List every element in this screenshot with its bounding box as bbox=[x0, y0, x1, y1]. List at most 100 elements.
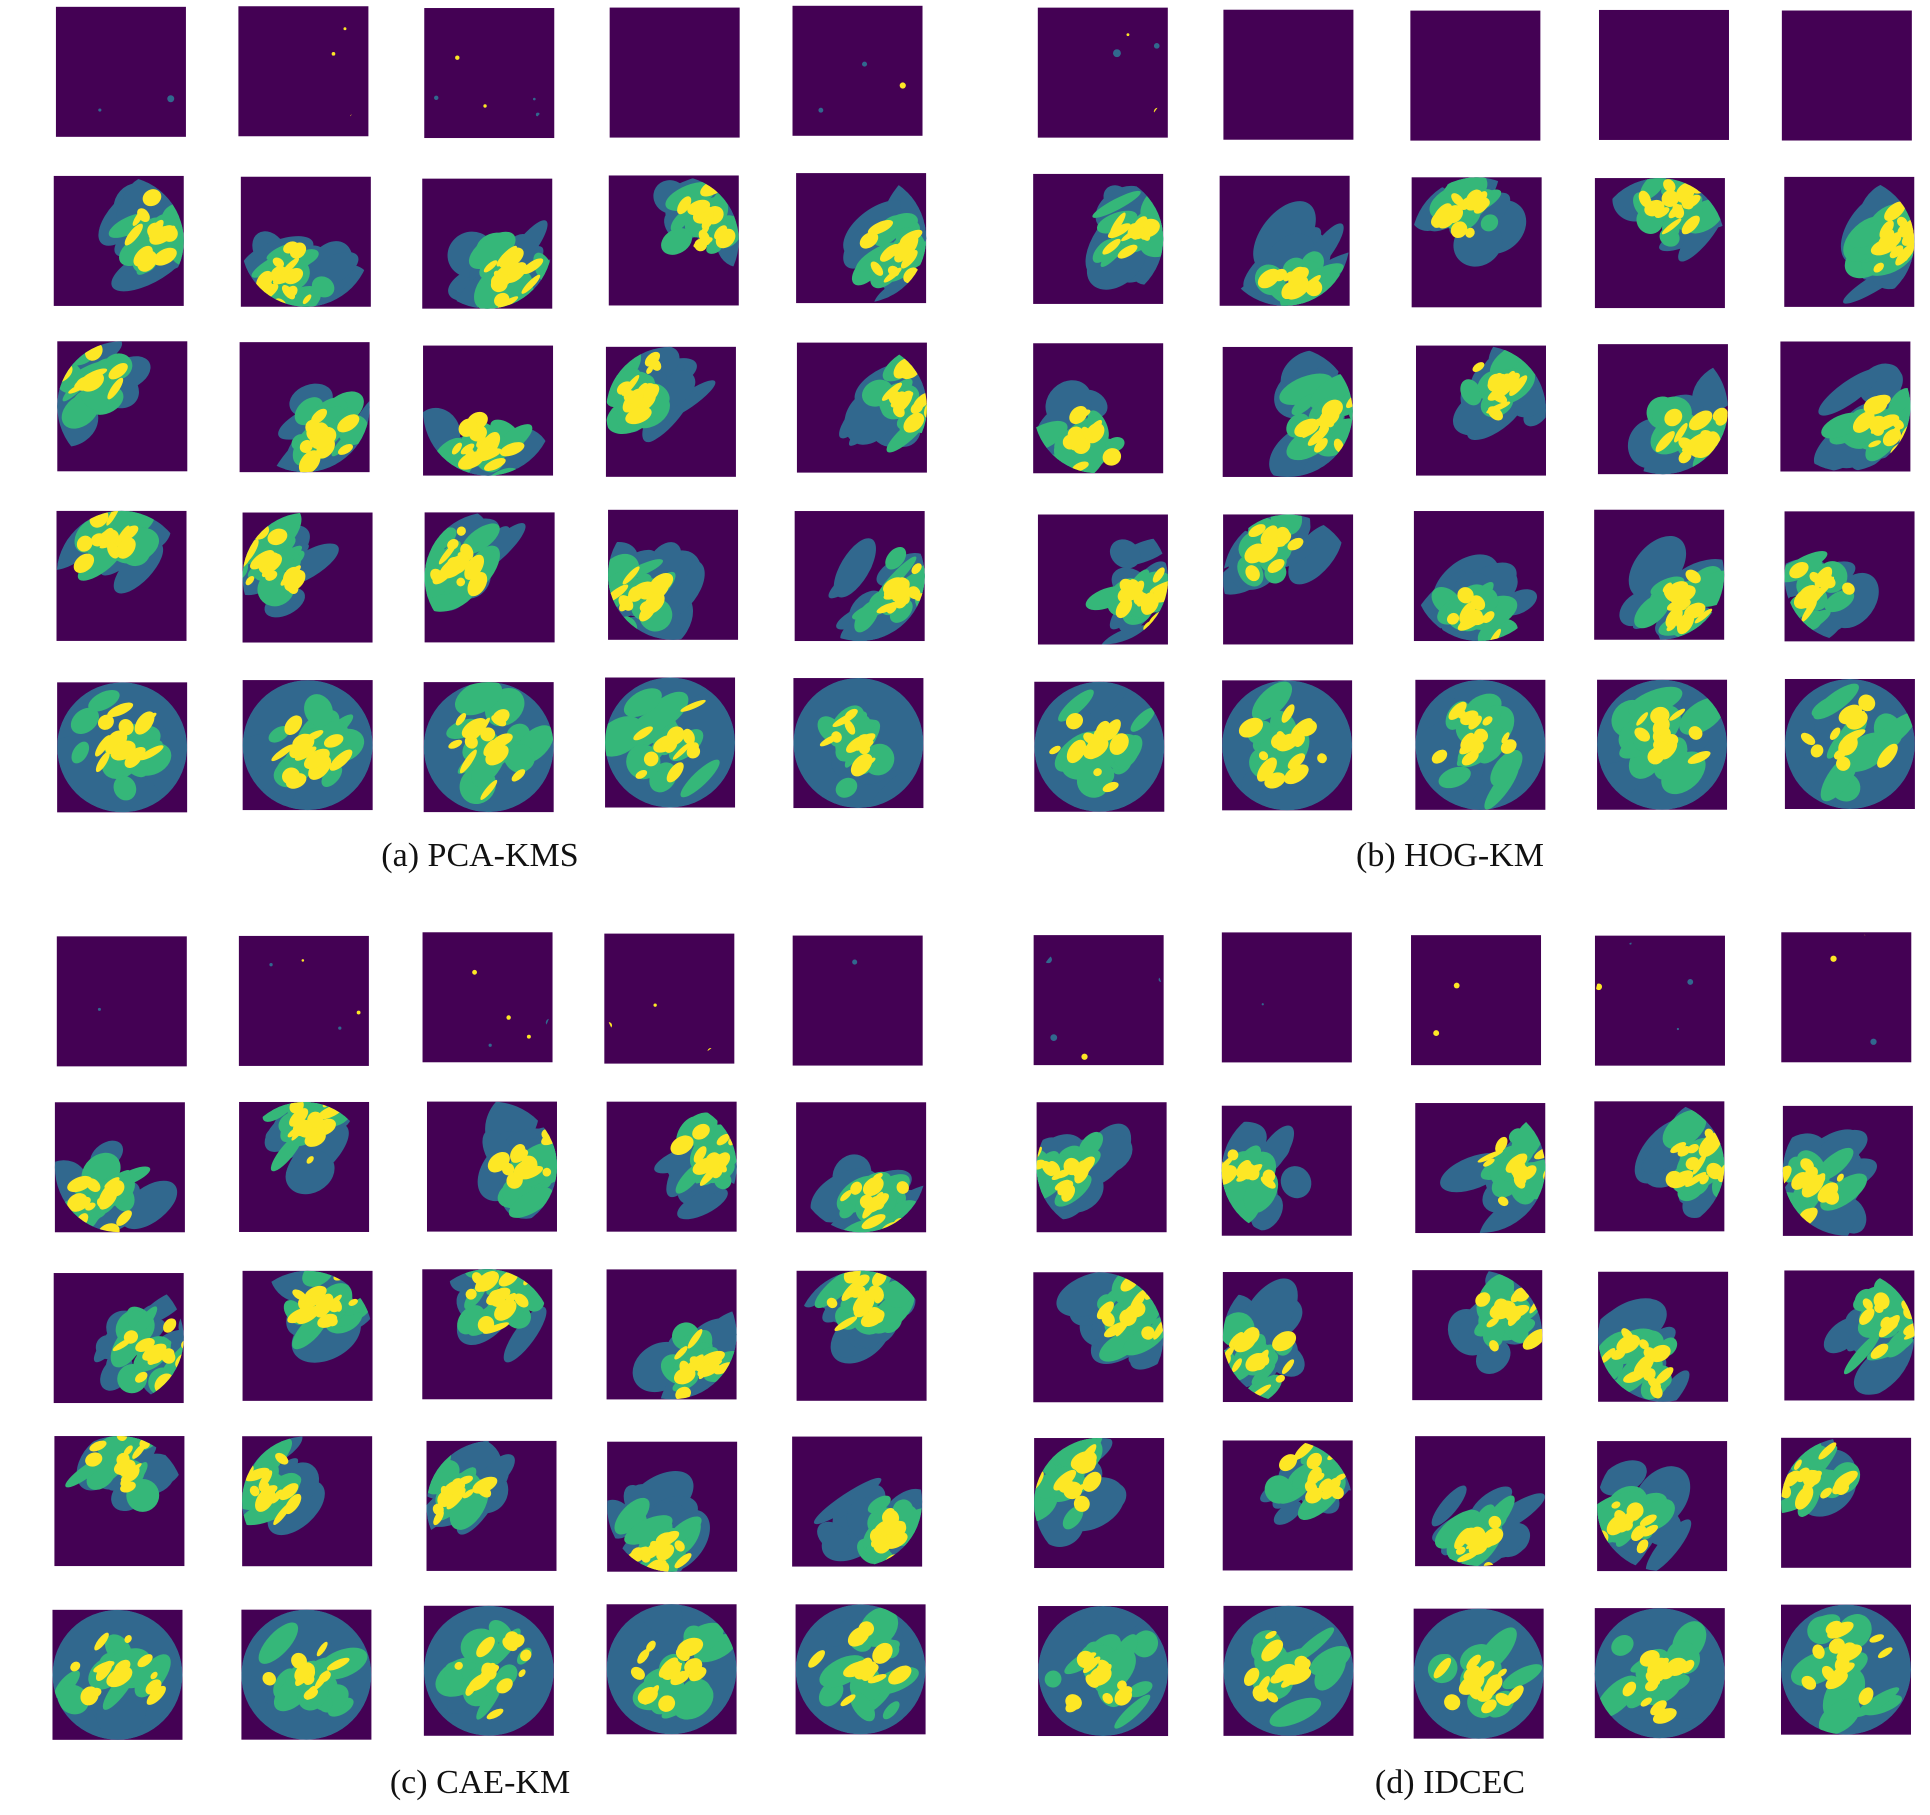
echo-blob bbox=[1265, 540, 1292, 569]
echo-blob bbox=[499, 442, 525, 457]
echo-blob bbox=[331, 1308, 370, 1328]
echo-blob bbox=[327, 1316, 338, 1327]
radar-image bbox=[1780, 1604, 1911, 1735]
echo-blob bbox=[1063, 1481, 1083, 1500]
echo-blob bbox=[133, 245, 153, 267]
echo-blob bbox=[853, 1293, 875, 1318]
echo-blob bbox=[1306, 1452, 1323, 1470]
echo-blob bbox=[271, 1489, 283, 1504]
image-background bbox=[604, 933, 735, 1064]
echo-blob bbox=[1888, 387, 1911, 414]
echo-blob bbox=[1634, 727, 1651, 742]
echo-dot bbox=[483, 104, 487, 108]
echo-blob bbox=[1882, 428, 1901, 447]
echo-blob bbox=[1500, 739, 1517, 754]
echo-blob bbox=[844, 719, 856, 735]
echo-blob bbox=[338, 444, 353, 455]
echo-blob bbox=[289, 242, 307, 259]
echo-pattern bbox=[1223, 514, 1343, 595]
echo-blob bbox=[292, 1119, 313, 1137]
echo-blob bbox=[461, 523, 500, 555]
echo-pattern bbox=[54, 1140, 178, 1233]
echo-blob bbox=[1265, 1630, 1277, 1640]
echo-blob bbox=[1692, 363, 1728, 413]
echo-blob bbox=[1896, 216, 1908, 228]
echo-blob bbox=[1622, 1681, 1637, 1697]
echo-blob bbox=[496, 1678, 513, 1694]
radar-image bbox=[1223, 514, 1354, 645]
echo-blob bbox=[1243, 1667, 1260, 1686]
echo-blob bbox=[1801, 1675, 1817, 1690]
echo-blob bbox=[1872, 712, 1915, 753]
radar-image bbox=[1412, 1270, 1543, 1401]
echo-blob bbox=[149, 223, 164, 239]
radar-image bbox=[1223, 9, 1354, 140]
echo-blob bbox=[1113, 734, 1143, 768]
echo-blob bbox=[1100, 233, 1132, 268]
echo-pattern bbox=[1033, 380, 1125, 474]
echo-pattern bbox=[852, 959, 858, 965]
echo-blob bbox=[514, 1293, 529, 1308]
echo-blob bbox=[1636, 712, 1649, 726]
echo-blob bbox=[123, 1330, 139, 1344]
echo-blob bbox=[454, 1661, 463, 1670]
echo-blob bbox=[1129, 1289, 1147, 1312]
echo-blob bbox=[868, 1285, 884, 1301]
echo-blob bbox=[1245, 565, 1260, 582]
echo-blob bbox=[1495, 1136, 1508, 1153]
echo-blob bbox=[299, 439, 313, 453]
echo-blob bbox=[446, 1487, 466, 1510]
echo-blob bbox=[1858, 1687, 1874, 1705]
echo-blob bbox=[1615, 1515, 1641, 1547]
echo-blob bbox=[893, 394, 908, 410]
echo-blob bbox=[688, 742, 699, 754]
echo-blob bbox=[424, 554, 436, 583]
echo-blob bbox=[1854, 1687, 1900, 1718]
echo-pattern bbox=[57, 341, 151, 447]
echo-blob bbox=[1649, 1344, 1671, 1363]
echo-blob bbox=[518, 1669, 526, 1678]
echo-pattern bbox=[828, 538, 925, 642]
echo-blob bbox=[1666, 622, 1677, 632]
echo-blob bbox=[1075, 681, 1129, 722]
echo-blob bbox=[474, 1276, 492, 1292]
echo-blob bbox=[673, 1367, 696, 1385]
echo-blob bbox=[460, 443, 475, 455]
echo-blob bbox=[625, 393, 634, 403]
echo-blob bbox=[1457, 1551, 1478, 1563]
echo-blob bbox=[883, 577, 905, 594]
radar-image bbox=[424, 512, 555, 643]
echo-blob bbox=[1715, 412, 1728, 426]
echo-blob bbox=[1221, 1165, 1238, 1185]
echo-blob bbox=[476, 1636, 495, 1658]
echo-blob bbox=[137, 208, 150, 223]
echo-blob bbox=[284, 1493, 302, 1515]
echo-blob bbox=[1647, 748, 1665, 765]
echo-blob bbox=[1914, 1318, 1925, 1331]
echo-blob bbox=[672, 1682, 714, 1720]
echo-blob bbox=[1626, 1502, 1644, 1520]
echo-blob bbox=[1229, 1331, 1244, 1348]
echo-blob bbox=[1460, 732, 1475, 750]
echo-blob bbox=[255, 270, 273, 291]
echo-pattern bbox=[1413, 1608, 1544, 1739]
echo-blob bbox=[817, 1521, 851, 1552]
echo-pattern bbox=[1597, 1460, 1692, 1572]
echo-blob bbox=[107, 541, 120, 559]
echo-blob bbox=[835, 1218, 891, 1233]
echo-blob bbox=[900, 229, 923, 244]
echo-blob bbox=[1628, 686, 1683, 717]
echo-blob bbox=[1611, 1634, 1634, 1656]
echo-blob bbox=[1812, 1644, 1825, 1659]
echo-blob bbox=[1665, 581, 1689, 599]
echo-blob bbox=[1483, 1562, 1495, 1567]
radar-image bbox=[1033, 1272, 1164, 1403]
echo-blob bbox=[1465, 618, 1475, 628]
echo-blob bbox=[1681, 197, 1694, 210]
echo-blob bbox=[70, 707, 100, 735]
echo-dot bbox=[1687, 979, 1694, 985]
radar-image bbox=[239, 1101, 370, 1232]
echo-pattern bbox=[654, 1112, 737, 1220]
radar-image bbox=[1594, 178, 1725, 309]
